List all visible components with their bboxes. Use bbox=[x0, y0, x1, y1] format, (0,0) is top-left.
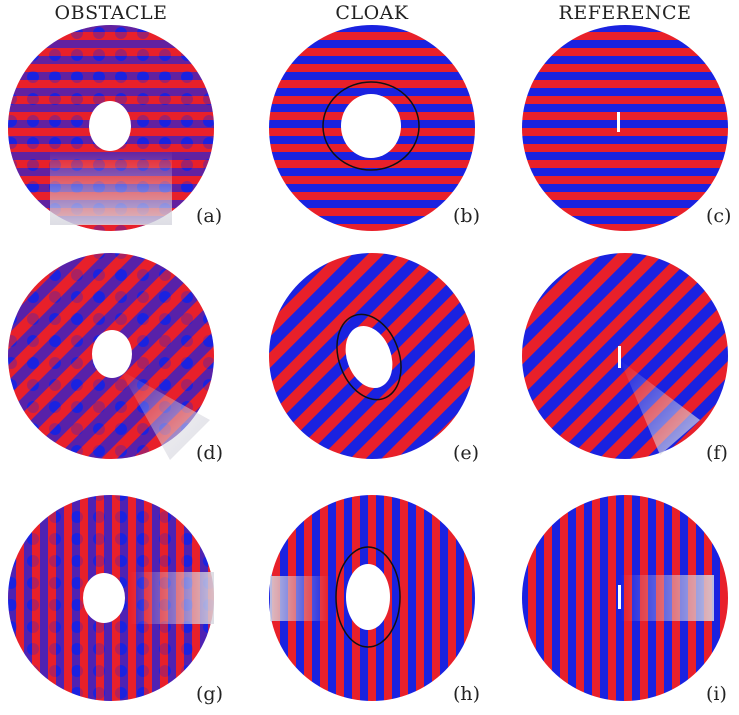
obstacle-hole bbox=[92, 330, 132, 378]
column-header-obstacle: OBSTACLE bbox=[54, 2, 168, 24]
panel-label-d: (d) bbox=[196, 442, 223, 464]
panel-c bbox=[522, 25, 728, 231]
obstacle-hole bbox=[83, 573, 125, 623]
panel-label-i: (i) bbox=[706, 683, 727, 705]
panel-label-e: (e) bbox=[453, 442, 480, 464]
obstacle-hole bbox=[346, 564, 390, 630]
panel-label-h: (h) bbox=[453, 683, 481, 705]
panel-label-g: (g) bbox=[196, 683, 223, 705]
panel-g bbox=[8, 495, 214, 701]
panel-label-a: (a) bbox=[196, 205, 223, 227]
panel-label-f: (f) bbox=[706, 442, 728, 464]
cloak-outline bbox=[336, 313, 402, 401]
panel-label-b: (b) bbox=[453, 205, 480, 227]
panel-label-c: (c) bbox=[706, 205, 732, 227]
cloak-outline bbox=[322, 81, 420, 171]
panel-e bbox=[269, 253, 475, 459]
panel-h bbox=[269, 495, 475, 701]
panel-a bbox=[8, 25, 214, 231]
panel-i bbox=[522, 495, 728, 701]
obstacle-hole bbox=[345, 326, 393, 388]
slit bbox=[618, 346, 621, 368]
panel-d bbox=[8, 253, 214, 460]
obstacle-hole bbox=[341, 94, 401, 158]
panel-f bbox=[522, 253, 728, 459]
slit bbox=[617, 112, 620, 132]
obstacle-hole bbox=[89, 101, 131, 151]
slit bbox=[618, 585, 621, 609]
column-header-reference: REFERENCE bbox=[558, 2, 692, 24]
column-header-cloak: CLOAK bbox=[335, 2, 409, 24]
panel-b bbox=[269, 25, 475, 231]
cloak-outline bbox=[335, 546, 401, 648]
